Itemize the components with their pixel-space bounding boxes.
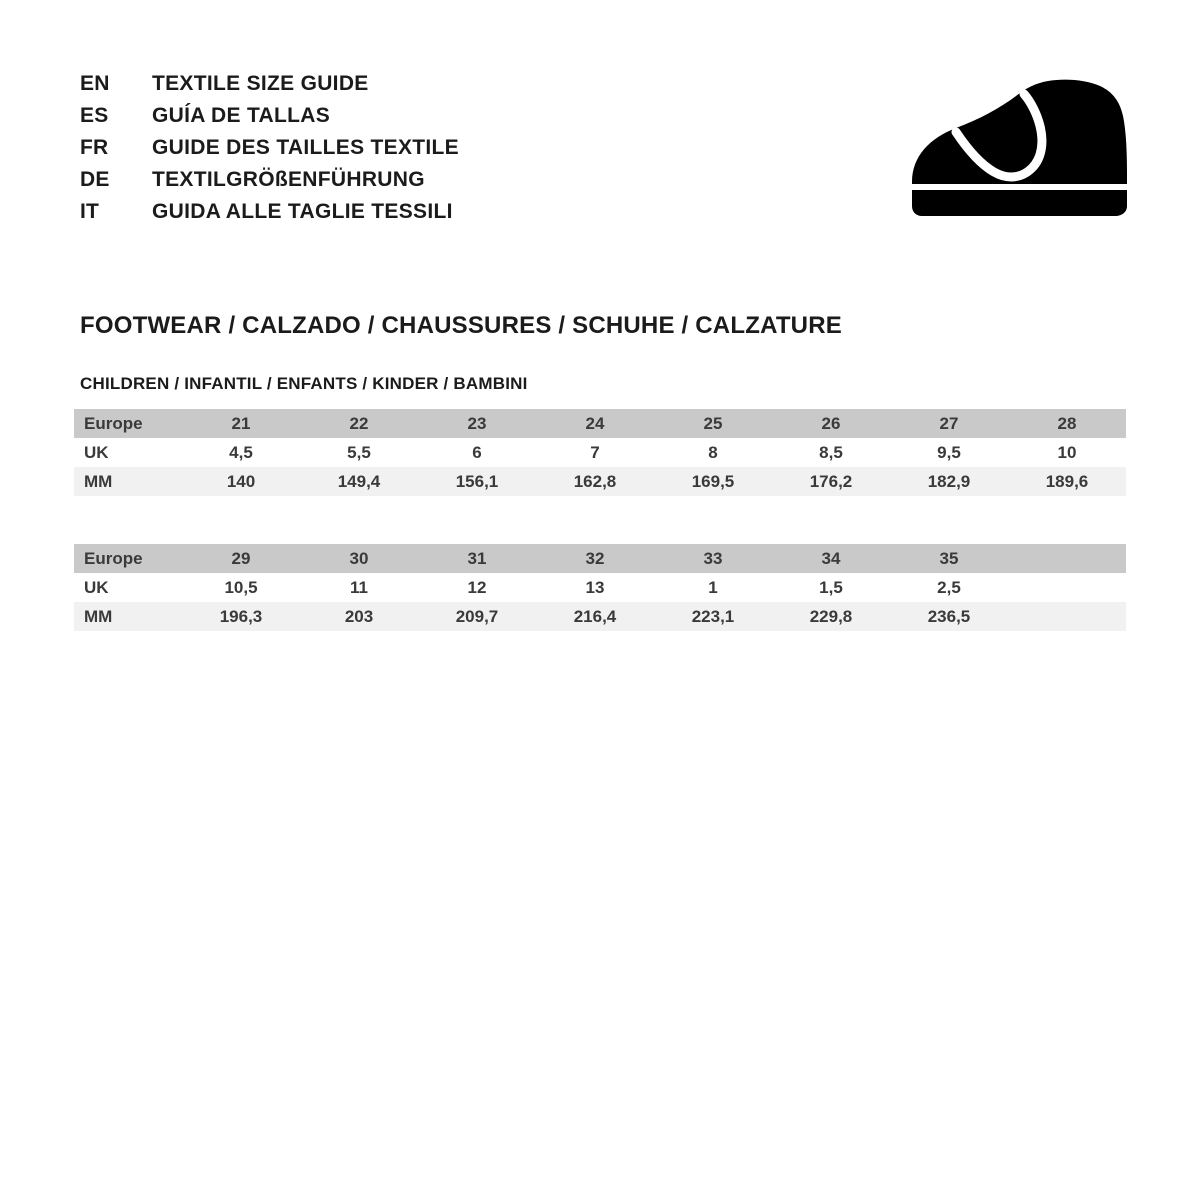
table-row: MM 196,3 203 209,7 216,4 223,1 229,8 236,5 <box>74 602 1126 631</box>
table-cell: 27 <box>890 409 1008 438</box>
table-cell: 236,5 <box>890 602 1008 631</box>
table-cell: 23 <box>418 409 536 438</box>
language-title: TEXTILGRÖßENFÜHRUNG <box>152 168 425 191</box>
table-cell: 140 <box>182 467 300 496</box>
table-cell: 31 <box>418 544 536 573</box>
table-cell: 189,6 <box>1008 467 1126 496</box>
row-label: UK <box>74 573 182 602</box>
table-cell <box>1008 544 1126 573</box>
table-row: UK 4,5 5,5 6 7 8 8,5 9,5 10 <box>74 438 1126 467</box>
table-cell: 2,5 <box>890 573 1008 602</box>
table-cell: 149,4 <box>300 467 418 496</box>
table-cell: 34 <box>772 544 890 573</box>
table-cell: 28 <box>1008 409 1126 438</box>
table-cell: 10 <box>1008 438 1126 467</box>
table-cell: 26 <box>772 409 890 438</box>
table-cell: 11 <box>300 573 418 602</box>
section-subtitle: CHILDREN / INFANTIL / ENFANTS / KINDER /… <box>80 374 528 393</box>
table-cell: 176,2 <box>772 467 890 496</box>
language-row: DE TEXTILGRÖßENFÜHRUNG <box>80 164 1130 196</box>
language-list: EN TEXTILE SIZE GUIDE ES GUÍA DE TALLAS FR GU… <box>80 68 1130 228</box>
language-code: EN <box>80 72 110 95</box>
size-table-children-small: Europe 21 22 23 24 25 26 27 28 UK 4,5 5,5 6 7 8 8,5 9,5 1… <box>74 409 1126 496</box>
row-label: MM <box>74 602 182 631</box>
page-title: FOOTWEAR / CALZADO / CHAUSSURES / SCHUHE… <box>80 312 842 339</box>
table-body: Europe 21 22 23 24 25 26 27 28 UK 4,5 5,5 6 7 8 8,5 9,5 1… <box>74 409 1126 496</box>
table-row: Europe 29 30 31 32 33 34 35 <box>74 544 1126 573</box>
language-title: TEXTILE SIZE GUIDE <box>152 72 369 95</box>
table-cell: 1,5 <box>772 573 890 602</box>
language-row: FR GUIDE DES TAILLES TEXTILE <box>80 132 1130 164</box>
table-row: UK 10,5 11 12 13 1 1,5 2,5 <box>74 573 1126 602</box>
row-label: Europe <box>74 409 182 438</box>
language-row: ES GUÍA DE TALLAS <box>80 100 1130 132</box>
table-cell: 21 <box>182 409 300 438</box>
shoe-icon <box>908 72 1140 220</box>
table-cell: 29 <box>182 544 300 573</box>
table-cell: 209,7 <box>418 602 536 631</box>
table-cell: 203 <box>300 602 418 631</box>
language-code: ES <box>80 104 109 127</box>
table-body: Europe 29 30 31 32 33 34 35 UK 10,5 11 12 13 1 1,5 2,5 M… <box>74 544 1126 631</box>
table-cell: 9,5 <box>890 438 1008 467</box>
table-cell: 1 <box>654 573 772 602</box>
language-title: GUIDE DES TAILLES TEXTILE <box>152 136 459 159</box>
language-code: FR <box>80 136 109 159</box>
row-label: UK <box>74 438 182 467</box>
row-label: MM <box>74 467 182 496</box>
table-cell: 7 <box>536 438 654 467</box>
table-cell: 13 <box>536 573 654 602</box>
table-cell: 12 <box>418 573 536 602</box>
table-row: Europe 21 22 23 24 25 26 27 28 <box>74 409 1126 438</box>
table-cell: 169,5 <box>654 467 772 496</box>
table-cell <box>1008 573 1126 602</box>
table-cell: 5,5 <box>300 438 418 467</box>
table-cell: 162,8 <box>536 467 654 496</box>
table-cell: 182,9 <box>890 467 1008 496</box>
table-cell: 196,3 <box>182 602 300 631</box>
table-cell <box>1008 602 1126 631</box>
table-cell: 229,8 <box>772 602 890 631</box>
table-cell: 4,5 <box>182 438 300 467</box>
language-title: GUÍA DE TALLAS <box>152 104 331 127</box>
table-cell: 8 <box>654 438 772 467</box>
table-cell: 25 <box>654 409 772 438</box>
table-row: MM 140 149,4 156,1 162,8 169,5 176,2 182,9 189,6 <box>74 467 1126 496</box>
table-cell: 30 <box>300 544 418 573</box>
table-cell: 35 <box>890 544 1008 573</box>
language-header: EN TEXTILE SIZE GUIDE ES GUÍA DE TALLAS FR GU… <box>80 68 1130 228</box>
table-cell: 24 <box>536 409 654 438</box>
table-cell: 216,4 <box>536 602 654 631</box>
size-table-children-large: Europe 29 30 31 32 33 34 35 UK 10,5 11 12 13 1 1,5 2,5 M… <box>74 544 1126 631</box>
table-cell: 223,1 <box>654 602 772 631</box>
row-label: Europe <box>74 544 182 573</box>
language-code: IT <box>80 200 100 223</box>
table-cell: 6 <box>418 438 536 467</box>
language-code: DE <box>80 168 110 191</box>
table-cell: 156,1 <box>418 467 536 496</box>
table-cell: 33 <box>654 544 772 573</box>
language-row: IT GUIDA ALLE TAGLIE TESSILI <box>80 196 1130 228</box>
table-cell: 8,5 <box>772 438 890 467</box>
table-cell: 22 <box>300 409 418 438</box>
table-cell: 32 <box>536 544 654 573</box>
language-title: GUIDA ALLE TAGLIE TESSILI <box>152 200 453 223</box>
table-cell: 10,5 <box>182 573 300 602</box>
language-row: EN TEXTILE SIZE GUIDE <box>80 68 1130 100</box>
